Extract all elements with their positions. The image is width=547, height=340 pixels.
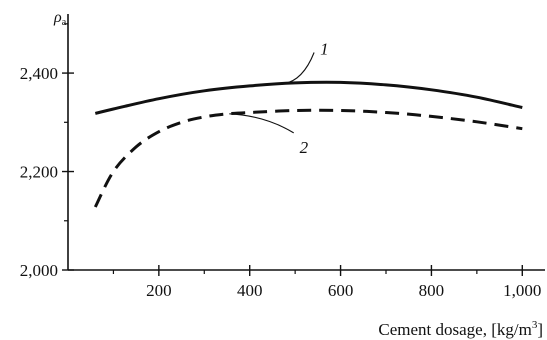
y-tick-label-2: 2,400: [20, 64, 58, 83]
x-axis-title-superscript: 3: [532, 319, 538, 331]
callout-leader-2: [229, 113, 294, 134]
series-layer: [93, 80, 523, 208]
series-label-1: 1: [320, 39, 329, 58]
callout-layer: 12: [229, 39, 329, 157]
x-axis-title: Cement dosage, [kg/m3]: [378, 319, 543, 339]
x-tick-label-0: 200: [146, 281, 172, 300]
y-axis-title-main: ρ: [53, 9, 62, 26]
x-tick-label-1: 400: [237, 281, 263, 300]
series-2-line: [93, 108, 523, 208]
y-axis-title-subscript: a: [62, 17, 67, 28]
y-axis-title: ρa: [53, 9, 67, 28]
y-tick-label-0: 2,000: [20, 261, 58, 280]
x-tick-label-3: 800: [419, 281, 445, 300]
axes: [67, 14, 545, 271]
x-tick-label-2: 600: [328, 281, 354, 300]
series-label-2: 2: [300, 138, 309, 157]
y-tick-label-1: 2,200: [20, 163, 58, 182]
x-axis-title-main: Cement dosage, [kg/m: [378, 320, 531, 339]
series-1-line: [94, 80, 523, 115]
x-tick-label-4: 1,000: [503, 281, 541, 300]
ticks: 2,000 2,200 2,400 200 400 600 800 1,000: [20, 23, 541, 300]
x-axis-title-end: ]: [537, 320, 543, 339]
callout-leader-1: [283, 52, 315, 85]
